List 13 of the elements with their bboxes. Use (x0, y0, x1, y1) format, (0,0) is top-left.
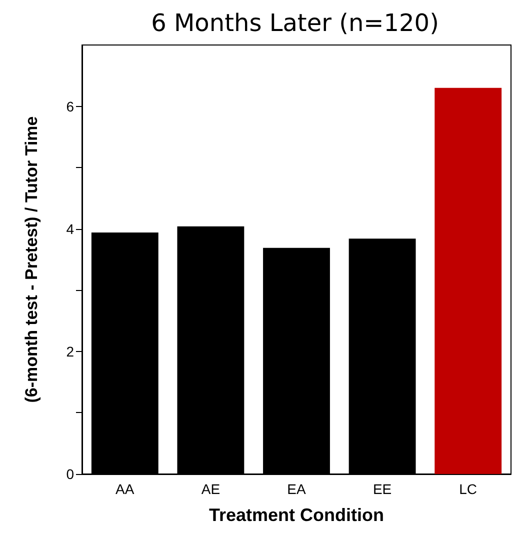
x-tick-label: EA (287, 481, 306, 497)
bar (434, 88, 502, 474)
x-tick-label: EE (372, 481, 392, 497)
x-tick-label: AE (201, 481, 220, 497)
x-tick-label: LC (459, 481, 478, 497)
y-axis-title: (6-month test - Pretest) / Tutor Time (22, 116, 41, 403)
y-tick-label: 2 (66, 343, 74, 360)
x-tick-label: AA (116, 481, 135, 497)
x-axis-title: Treatment Condition (209, 505, 384, 525)
y-tick-label: 0 (66, 466, 74, 482)
y-tick-label: 6 (66, 98, 74, 114)
y-tick-label: 4 (66, 220, 74, 237)
chart-title: 6 Months Later (n=120) (151, 9, 439, 37)
